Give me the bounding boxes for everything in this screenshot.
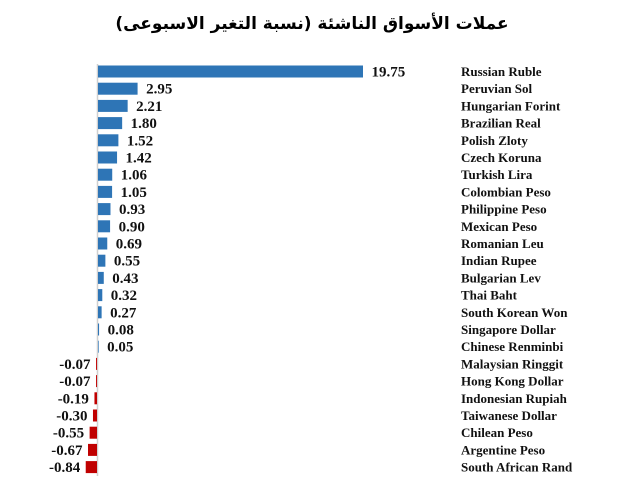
category-label: Turkish Lira xyxy=(461,167,533,182)
bar xyxy=(92,409,97,422)
data-label: -0.84 xyxy=(49,460,81,476)
category-label: Thai Baht xyxy=(461,288,518,303)
data-label: 0.69 xyxy=(116,237,142,253)
bar xyxy=(85,461,97,474)
data-label: 0.05 xyxy=(107,340,133,356)
category-label: South African Rand xyxy=(461,460,573,475)
data-label: 0.27 xyxy=(110,305,137,321)
category-label: Indian Rupee xyxy=(461,253,537,268)
data-label: 1.80 xyxy=(131,116,157,132)
category-label: Romanian Leu xyxy=(461,236,544,251)
data-label: -0.30 xyxy=(56,409,87,425)
bar xyxy=(98,151,118,164)
category-label: Mexican Peso xyxy=(461,219,537,234)
data-label: 19.75 xyxy=(372,65,406,81)
bar xyxy=(98,185,113,198)
bar xyxy=(98,117,123,130)
category-label: Peruvian Sol xyxy=(461,81,533,96)
data-label: 2.21 xyxy=(136,99,162,115)
data-label: 0.55 xyxy=(114,254,140,270)
bar xyxy=(98,168,113,181)
bar xyxy=(98,99,128,112)
data-label: -0.07 xyxy=(59,357,91,373)
data-label: 0.43 xyxy=(112,271,138,287)
bar xyxy=(96,357,97,370)
category-label: Colombian Peso xyxy=(461,184,551,199)
bar xyxy=(98,271,104,284)
bar xyxy=(98,203,111,216)
category-label: Russian Ruble xyxy=(461,64,542,79)
category-label: Argentine Peso xyxy=(461,442,545,457)
data-label: 0.32 xyxy=(111,288,137,304)
category-label: Bulgarian Lev xyxy=(461,270,541,285)
data-label: -0.19 xyxy=(58,391,89,407)
bar xyxy=(98,340,99,353)
bar xyxy=(98,82,138,95)
data-label: 1.06 xyxy=(121,168,148,184)
bar xyxy=(96,375,97,388)
category-label: Singapore Dollar xyxy=(461,322,556,337)
data-label: 1.42 xyxy=(126,151,152,167)
category-label: Malaysian Ringgit xyxy=(461,356,564,371)
data-label: 2.95 xyxy=(146,82,172,98)
category-label: Czech Koruna xyxy=(461,150,542,165)
category-label: Brazilian Real xyxy=(461,116,541,131)
category-label: Chinese Renminbi xyxy=(461,339,564,354)
data-label: -0.67 xyxy=(51,443,83,459)
data-label: 0.08 xyxy=(108,323,134,339)
chart-title: عملات الأسواق الناشئة (نسبة التغير الاسب… xyxy=(115,14,509,34)
category-label: Hungarian Forint xyxy=(461,98,561,113)
category-label: Taiwanese Dollar xyxy=(461,408,557,423)
bar xyxy=(98,289,103,302)
bar xyxy=(98,65,363,78)
bar xyxy=(88,443,97,456)
bar xyxy=(98,306,102,319)
bar xyxy=(98,323,100,336)
bar xyxy=(94,392,97,405)
bar xyxy=(98,254,106,267)
data-label: -0.55 xyxy=(53,426,84,442)
bar xyxy=(98,134,119,147)
data-label: -0.07 xyxy=(59,374,91,390)
bar xyxy=(98,220,111,233)
data-label: 0.90 xyxy=(119,219,145,235)
category-label: Hong Kong Dollar xyxy=(461,374,564,389)
data-label: 0.93 xyxy=(119,202,145,218)
bar xyxy=(89,426,97,439)
data-label: 1.52 xyxy=(127,133,153,149)
category-label: Indonesian Rupiah xyxy=(461,391,568,406)
category-label: Chilean Peso xyxy=(461,425,533,440)
bar xyxy=(98,237,108,250)
category-label: South Korean Won xyxy=(461,305,568,320)
category-label: Polish Zloty xyxy=(461,133,528,148)
category-label: Philippine Peso xyxy=(461,202,547,217)
data-label: 1.05 xyxy=(121,185,147,201)
